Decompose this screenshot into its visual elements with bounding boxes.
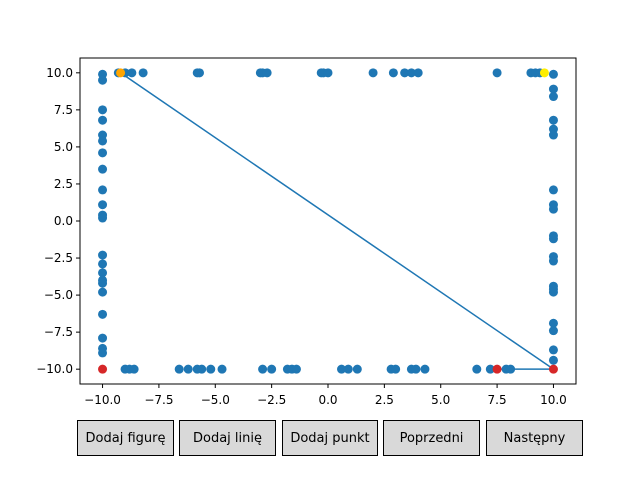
scatter-point (548, 326, 558, 336)
x-axis-ticks: −10.0 −7.5 −5.0 −2.5 0.0 2.5 5.0 7.5 10.0 (84, 384, 567, 407)
y-tick-label: 2.5 (54, 177, 73, 191)
scatter-point (98, 75, 108, 85)
scatter-point (98, 278, 108, 288)
red-vertex-point (98, 364, 108, 374)
scatter-point (352, 364, 362, 374)
scatter-points (98, 68, 558, 374)
scatter-point (138, 68, 148, 78)
x-tick-label: 10.0 (540, 393, 567, 407)
scatter-point (548, 130, 558, 140)
add-point-button[interactable]: Dodaj punkt (282, 420, 378, 456)
x-tick-label: −10.0 (84, 393, 121, 407)
scatter-point (98, 200, 108, 210)
scatter-point (98, 259, 108, 269)
scatter-point (98, 105, 108, 115)
y-tick-label: 5.0 (54, 140, 73, 154)
scatter-point (548, 287, 558, 297)
scatter-point (548, 204, 558, 214)
scatter-point (472, 364, 482, 374)
scatter-point (206, 364, 216, 374)
scatter-point (98, 213, 108, 223)
y-tick-label: −2.5 (44, 251, 73, 265)
scatter-point (129, 364, 139, 374)
scatter-point (548, 185, 558, 195)
scatter-point (98, 136, 108, 146)
series-line (120, 72, 556, 370)
y-tick-label: 7.5 (54, 103, 73, 117)
scatter-point (485, 364, 495, 374)
scatter-point (98, 333, 108, 343)
axes: −10.0 −7.5 −5.0 −2.5 0.0 2.5 5.0 7.5 10.0 −10.0−… (36, 57, 577, 407)
x-tick-label: 5.0 (431, 393, 450, 407)
scatter-point (98, 148, 108, 158)
scatter-point (343, 364, 353, 374)
y-tick-label: −10.0 (36, 362, 73, 376)
scatter-point (262, 68, 272, 78)
red-vertex-point (548, 364, 558, 374)
x-tick-label: −7.5 (144, 393, 173, 407)
scatter-point (194, 68, 204, 78)
scatter-point (258, 364, 268, 374)
scatter-point (492, 68, 502, 78)
x-tick-label: −5.0 (201, 393, 230, 407)
scatter-point (548, 345, 558, 355)
scatter-point (413, 68, 423, 78)
scatter-point (506, 364, 516, 374)
next-button[interactable]: Następny (486, 420, 583, 456)
y-tick-label: −5.0 (44, 288, 73, 302)
scatter-point (98, 309, 108, 319)
scatter-point (197, 364, 207, 374)
scatter-point (337, 364, 347, 374)
add-figure-button[interactable]: Dodaj figurę (77, 420, 174, 456)
scatter-point (548, 69, 558, 79)
scatter-point (548, 318, 558, 328)
scatter-point (98, 164, 108, 174)
scatter-point (391, 364, 401, 374)
y-tick-label: 10.0 (46, 66, 73, 80)
scatter-point (291, 364, 301, 374)
x-tick-label: −2.5 (257, 393, 286, 407)
previous-button[interactable]: Poprzedni (383, 420, 480, 456)
scatter-point (98, 250, 108, 260)
scatter-point (420, 364, 430, 374)
scatter-point (548, 355, 558, 365)
scatter-point (98, 115, 108, 125)
scatter-point (98, 287, 108, 297)
x-tick-label: 2.5 (375, 393, 394, 407)
red-vertex-point (492, 364, 502, 374)
scatter-point (217, 364, 227, 374)
scatter-point (548, 234, 558, 244)
scatter-point (411, 364, 421, 374)
scatter-point (98, 185, 108, 195)
yellow-vertex-point (539, 68, 549, 78)
scatter-point (368, 68, 378, 78)
y-axis-ticks: −10.0 −7.5 −5.0 −2.5 0.0 2.5 5.0 7.5 10.0 (36, 66, 80, 376)
scatter-point (267, 364, 277, 374)
scatter-point (406, 68, 416, 78)
scatter-point (98, 268, 108, 278)
y-tick-label: 0.0 (54, 214, 73, 228)
scatter-point (548, 115, 558, 125)
scatter-point (548, 92, 558, 102)
add-line-button[interactable]: Dodaj linię (179, 420, 276, 456)
y-tick-label: −7.5 (44, 325, 73, 339)
x-tick-label: 7.5 (488, 393, 507, 407)
scatter-point (183, 364, 193, 374)
x-tick-label: 0.0 (318, 393, 337, 407)
scatter-point (548, 256, 558, 266)
scatter-point (174, 364, 184, 374)
axes-frame (79, 57, 577, 385)
orange-vertex-point (116, 68, 126, 78)
scatter-point (548, 84, 558, 94)
scatter-point (323, 68, 333, 78)
scatter-point (388, 68, 398, 78)
scatter-point (400, 68, 410, 78)
scatter-point (127, 68, 137, 78)
scatter-point (98, 348, 108, 358)
